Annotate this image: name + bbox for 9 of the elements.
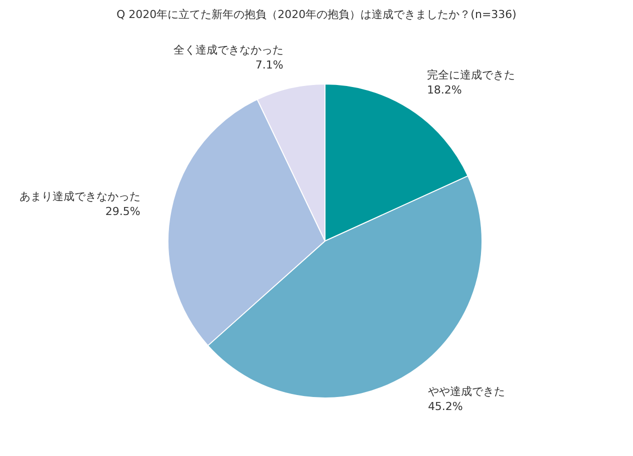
slice-label: あまり達成できなかった: [19, 190, 140, 203]
chart-title: Q 2020年に立てた新年の抱負（2020年の抱負）は達成できましたか？(n=336): [116, 8, 516, 21]
data-label: 18.2%: [426, 84, 462, 97]
slice-label: 全く達成できなかった: [173, 43, 284, 56]
data-label: 7.1%: [255, 58, 284, 72]
data-label: 45.2%: [428, 400, 463, 413]
slice-label: やや達成できた: [428, 384, 505, 398]
data-label: 29.5%: [105, 204, 140, 218]
slice-label: 完全に達成できた: [426, 68, 515, 82]
